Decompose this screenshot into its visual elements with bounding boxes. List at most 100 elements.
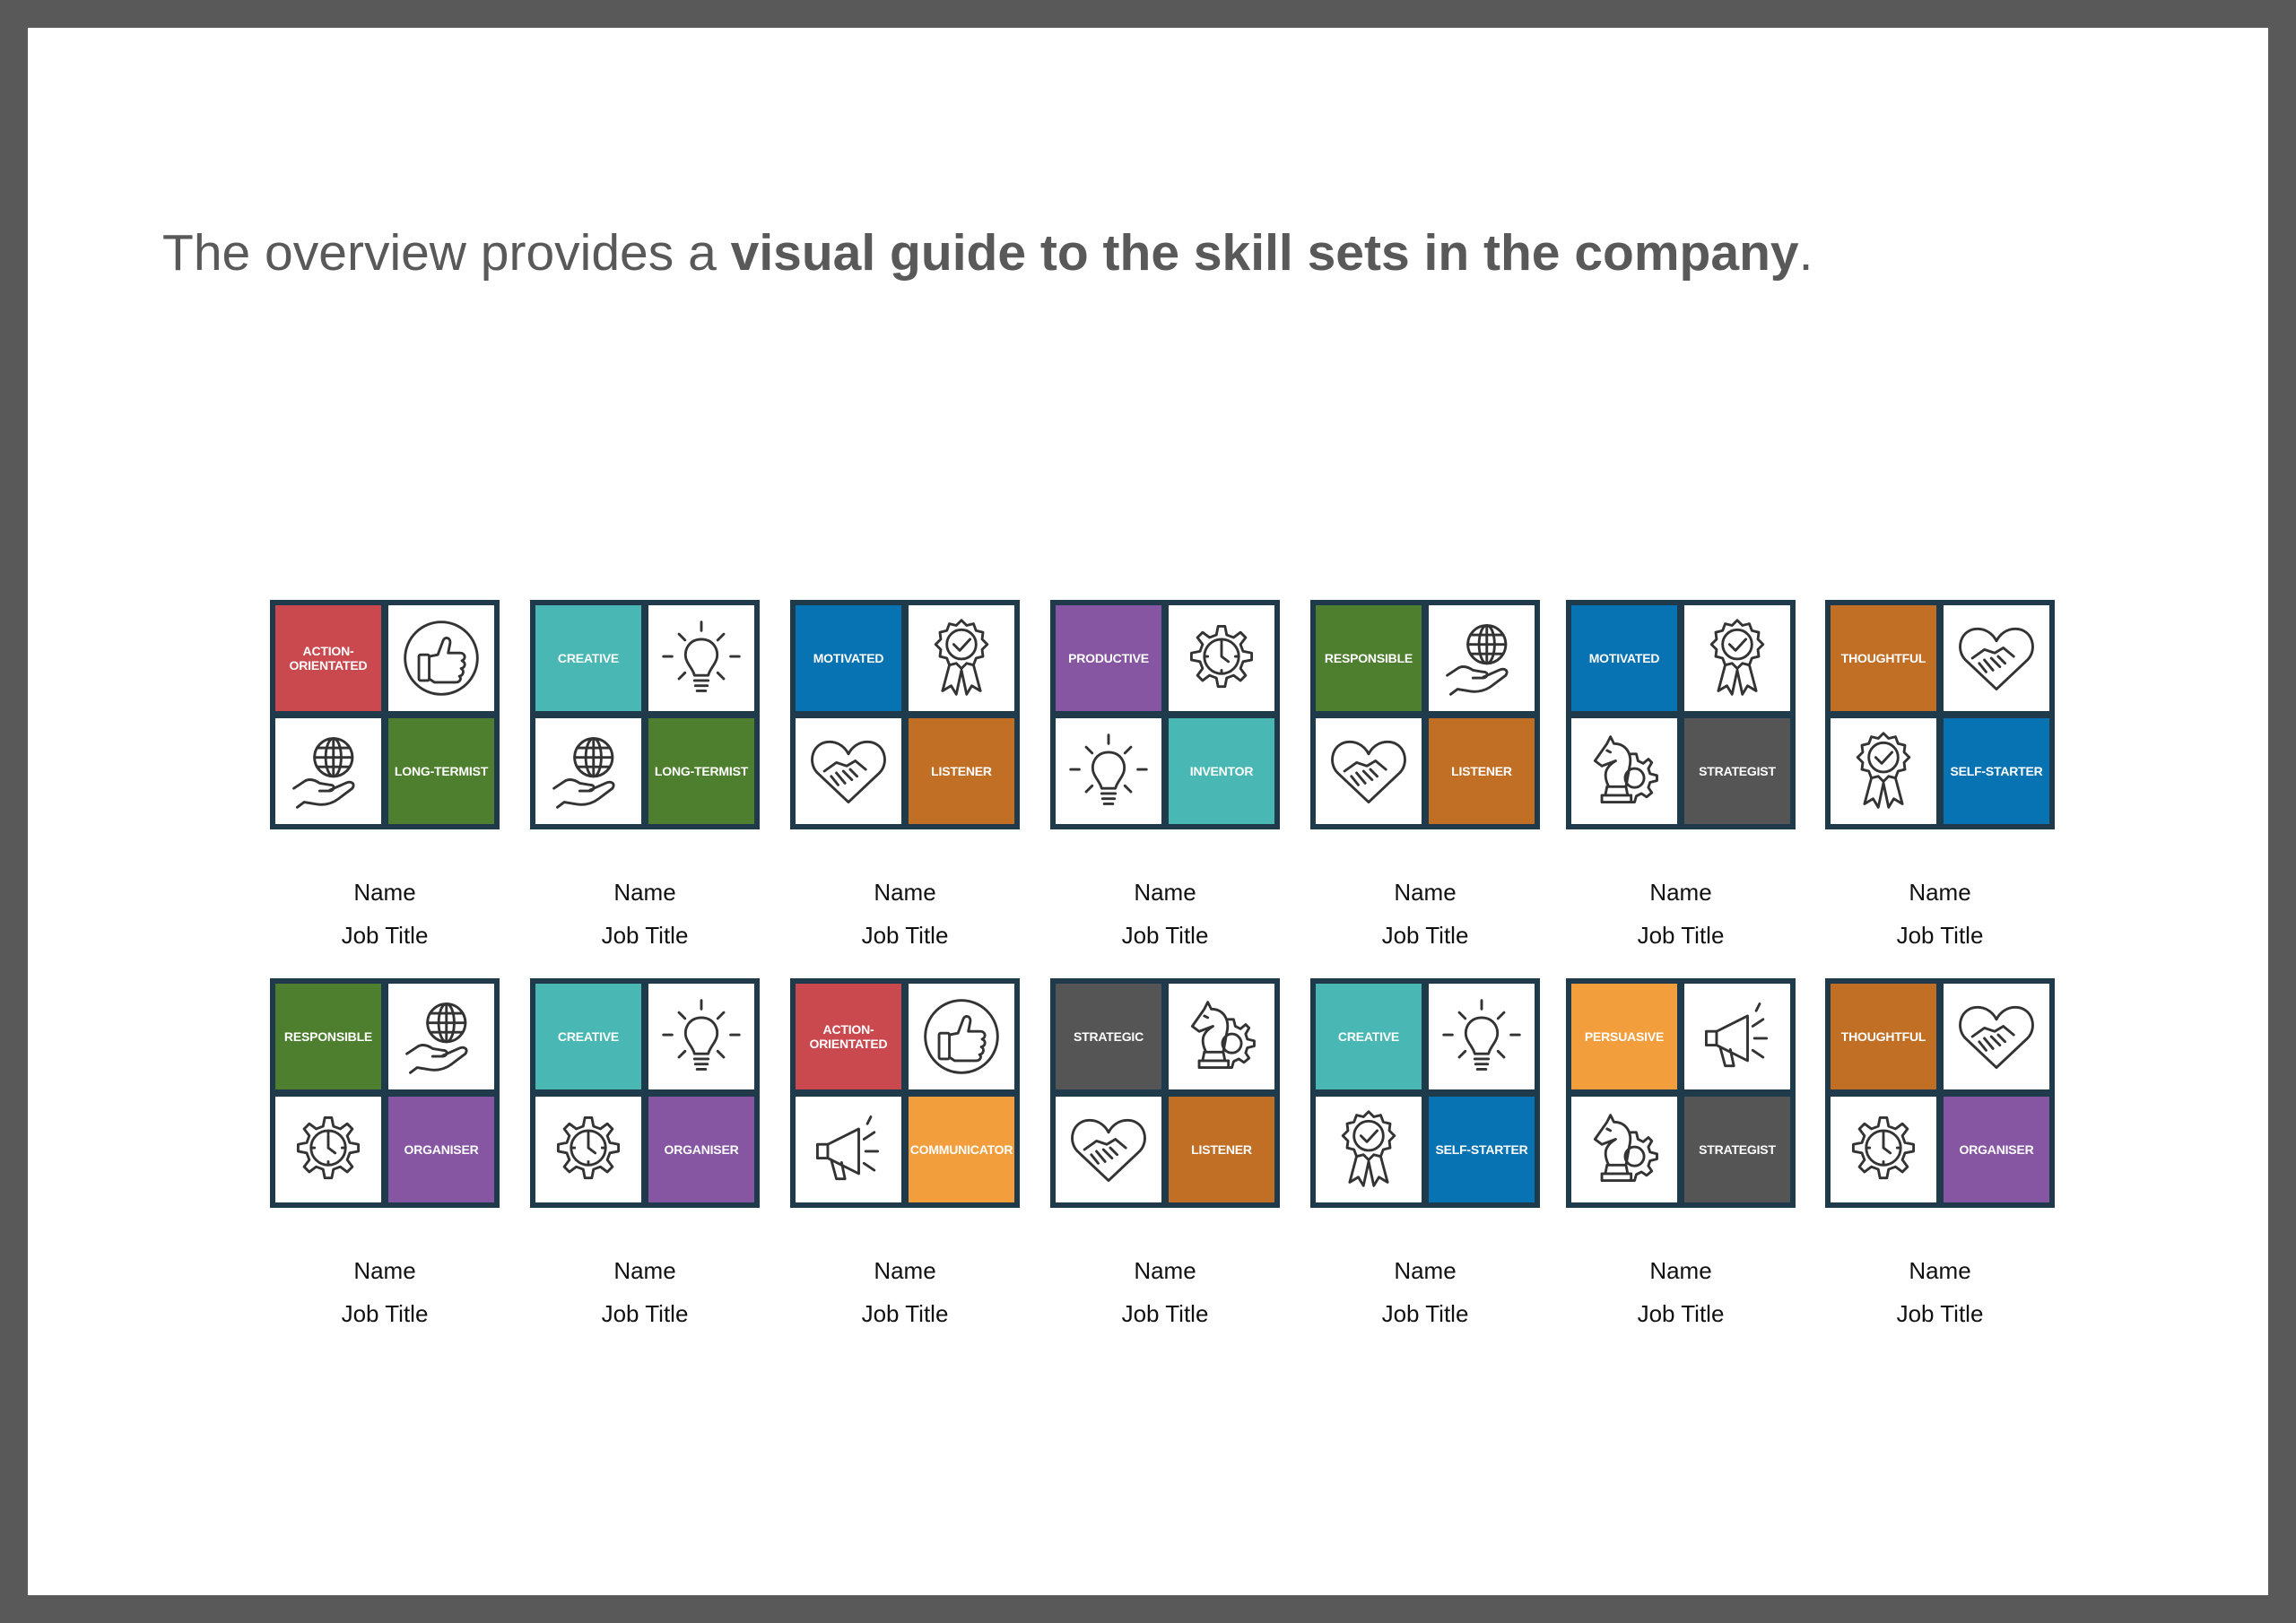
skill-label: SELF-STARTER — [1429, 1097, 1535, 1202]
skill-card: CREATIVE ORGANISER Name Job Title — [530, 978, 763, 1335]
globe-hand-icon — [1429, 605, 1535, 711]
heading-bold: visual guide to the skill sets in the co… — [730, 224, 1799, 282]
card-caption: Name Job Title — [270, 1249, 500, 1335]
person-name: Name — [1649, 1257, 1712, 1284]
card-caption: Name Job Title — [1825, 871, 2055, 957]
person-name: Name — [613, 879, 676, 906]
globe-hand-icon — [275, 718, 381, 824]
heart-handshake-icon — [1316, 718, 1422, 824]
chess-knight-gear-icon — [1169, 984, 1274, 1089]
skill-tile: PRODUCTIVE INVENTOR — [1050, 600, 1280, 829]
person-job-title: Job Title — [861, 922, 949, 949]
skill-card: STRATEGIC LISTENER Name Job Title — [1050, 978, 1283, 1335]
lightbulb-icon — [1429, 984, 1535, 1089]
skill-label: PERSUASIVE — [1571, 984, 1677, 1089]
skill-card: CREATIVE SELF-STARTER Name Job Title — [1310, 978, 1544, 1335]
person-name: Name — [1134, 1257, 1196, 1284]
thumbs-up-icon — [909, 984, 1014, 1089]
skill-label: ORGANISER — [388, 1097, 494, 1202]
person-name: Name — [1909, 879, 1971, 906]
skill-label: MOTIVATED — [1571, 605, 1677, 711]
skill-label: LISTENER — [1169, 1097, 1274, 1202]
skill-card: MOTIVATED STRATEGIST Name Job Title — [1566, 600, 1799, 957]
globe-hand-icon — [535, 718, 641, 824]
skill-label: ACTION-ORIENTATED — [275, 605, 381, 711]
skill-label: THOUGHTFUL — [1831, 984, 1936, 1089]
skill-label: LONG-TERMIST — [648, 718, 754, 824]
chess-knight-gear-icon — [1571, 718, 1677, 824]
skill-label: PRODUCTIVE — [1056, 605, 1161, 711]
gear-clock-icon — [535, 1097, 641, 1202]
skill-label: LISTENER — [1429, 718, 1535, 824]
card-caption: Name Job Title — [790, 1249, 1020, 1335]
card-caption: Name Job Title — [1566, 1249, 1796, 1335]
skill-label: CREATIVE — [1316, 984, 1422, 1089]
heading-tail: . — [1798, 224, 1813, 282]
card-caption: Name Job Title — [1825, 1249, 2055, 1335]
skill-label: STRATEGIC — [1056, 984, 1161, 1089]
person-job-title: Job Title — [1381, 922, 1469, 949]
globe-hand-icon — [388, 984, 494, 1089]
skill-tile: CREATIVE ORGANISER — [530, 978, 760, 1208]
skill-label: MOTIVATED — [796, 605, 901, 711]
person-job-title: Job Title — [1121, 1300, 1209, 1327]
skill-tile: THOUGHTFUL ORGANISER — [1825, 978, 2055, 1208]
skill-card: THOUGHTFUL ORGANISER Name Job Title — [1825, 978, 2058, 1335]
thumbs-up-icon — [388, 605, 494, 711]
chess-knight-gear-icon — [1571, 1097, 1677, 1202]
card-caption: Name Job Title — [1566, 871, 1796, 957]
person-job-title: Job Title — [341, 922, 429, 949]
lightbulb-icon — [1056, 718, 1161, 824]
skill-tile: RESPONSIBLE ORGANISER — [270, 978, 500, 1208]
skill-card: RESPONSIBLE LISTENER Name Job Title — [1310, 600, 1544, 957]
person-name: Name — [613, 1257, 676, 1284]
gear-clock-icon — [1169, 605, 1274, 711]
skill-card: PRODUCTIVE INVENTOR Name Job Title — [1050, 600, 1283, 957]
skill-card: MOTIVATED LISTENER Name Job Title — [790, 600, 1023, 957]
skill-label: RESPONSIBLE — [275, 984, 381, 1089]
person-name: Name — [874, 1257, 936, 1284]
person-job-title: Job Title — [1637, 922, 1725, 949]
skill-label: CREATIVE — [535, 605, 641, 711]
card-caption: Name Job Title — [530, 1249, 760, 1335]
skill-label: INVENTOR — [1169, 718, 1274, 824]
person-job-title: Job Title — [601, 922, 689, 949]
card-caption: Name Job Title — [270, 871, 500, 957]
skill-tile: MOTIVATED STRATEGIST — [1566, 600, 1796, 829]
card-caption: Name Job Title — [1050, 871, 1280, 957]
person-job-title: Job Title — [341, 1300, 429, 1327]
skill-tile: RESPONSIBLE LISTENER — [1310, 600, 1540, 829]
skill-label: CREATIVE — [535, 984, 641, 1089]
award-ribbon-icon — [1684, 605, 1790, 711]
heart-handshake-icon — [1944, 605, 2049, 711]
skill-tile: MOTIVATED LISTENER — [790, 600, 1020, 829]
skill-label: LONG-TERMIST — [388, 718, 494, 824]
skill-label: THOUGHTFUL — [1831, 605, 1936, 711]
card-caption: Name Job Title — [1310, 1249, 1540, 1335]
person-name: Name — [353, 1257, 416, 1284]
person-job-title: Job Title — [861, 1300, 949, 1327]
person-name: Name — [1649, 879, 1712, 906]
person-job-title: Job Title — [1896, 922, 1984, 949]
award-ribbon-icon — [1831, 718, 1936, 824]
skill-tile: CREATIVE LONG-TERMIST — [530, 600, 760, 829]
megaphone-icon — [1684, 984, 1790, 1089]
skill-card: ACTION-ORIENTATED COMMUNICATOR Name Job Tit… — [790, 978, 1023, 1335]
skill-card: PERSUASIVE STRATEGIST Name Job Title — [1566, 978, 1799, 1335]
skill-tile: THOUGHTFUL SELF-STARTER — [1825, 600, 2055, 829]
card-caption: Name Job Title — [790, 871, 1020, 957]
award-ribbon-icon — [1316, 1097, 1422, 1202]
skill-label: STRATEGIST — [1684, 718, 1790, 824]
skill-label: COMMUNICATOR — [909, 1097, 1014, 1202]
person-job-title: Job Title — [1121, 922, 1209, 949]
person-job-title: Job Title — [1381, 1300, 1469, 1327]
card-caption: Name Job Title — [1310, 871, 1540, 957]
person-name: Name — [1394, 879, 1457, 906]
heart-handshake-icon — [1056, 1097, 1161, 1202]
skill-tile: ACTION-ORIENTATED LONG-TERMIST — [270, 600, 500, 829]
page-title: The overview provides a visual guide to … — [162, 223, 1813, 282]
person-name: Name — [874, 879, 936, 906]
person-name: Name — [353, 879, 416, 906]
person-job-title: Job Title — [601, 1300, 689, 1327]
skill-tile: ACTION-ORIENTATED COMMUNICATOR — [790, 978, 1020, 1208]
